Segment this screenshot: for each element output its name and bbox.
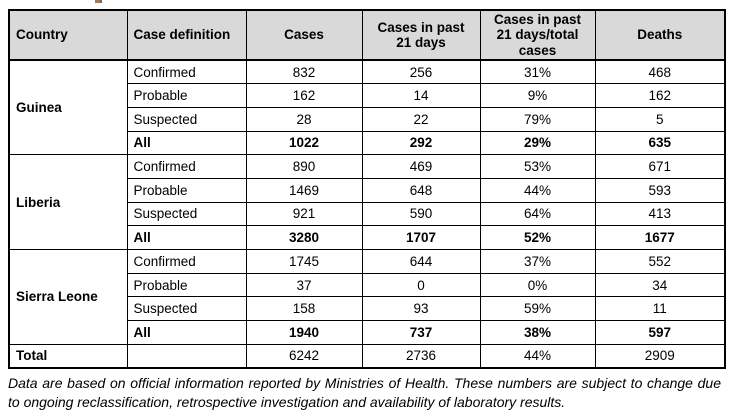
cases-past21-cell: 93 bbox=[361, 296, 481, 322]
case-definition-cell: Confirmed bbox=[126, 59, 247, 85]
table-row: Suspected 28 22 79% 5 bbox=[9, 106, 726, 132]
case-definition-cell: All bbox=[126, 130, 247, 156]
cases-cell: 1022 bbox=[245, 130, 363, 156]
col-header-pct-past21: Cases in past 21 days/total cases bbox=[479, 9, 596, 61]
deaths-cell: 162 bbox=[594, 83, 726, 108]
case-definition-cell: Suspected bbox=[126, 296, 247, 322]
cases-cell: 1940 bbox=[245, 320, 363, 345]
total-row: Total 6242 2736 44% 2909 bbox=[8, 343, 726, 369]
deaths-cell: 34 bbox=[594, 272, 726, 298]
pct-past21-cell: 31% bbox=[479, 59, 596, 85]
pct-past21-cell: 64% bbox=[479, 201, 596, 227]
cases-past21-cell: 14 bbox=[361, 83, 481, 108]
col-header-case-definition: Case definition bbox=[126, 9, 247, 61]
case-definition-cell: Probable bbox=[126, 272, 247, 298]
cases-past21-cell: 1707 bbox=[361, 225, 481, 250]
cases-cell: 921 bbox=[245, 201, 363, 227]
pct-past21-cell: 38% bbox=[479, 320, 596, 345]
cases-past21-cell: 590 bbox=[361, 201, 481, 227]
cases-past21-cell: 644 bbox=[361, 249, 481, 274]
total-cases-past21-cell: 2736 bbox=[361, 343, 481, 369]
pct-past21-cell: 44% bbox=[479, 177, 596, 203]
cases-past21-cell: 256 bbox=[361, 59, 481, 85]
deaths-cell: 468 bbox=[594, 59, 726, 85]
country-cell: Guinea bbox=[8, 59, 128, 156]
pct-past21-cell: 9% bbox=[479, 83, 596, 108]
pct-past21-cell: 53% bbox=[479, 154, 596, 179]
case-definition-cell: All bbox=[126, 320, 247, 345]
col-header-country: Country bbox=[8, 9, 128, 61]
pct-past21-cell: 0% bbox=[479, 272, 596, 298]
cases-cell: 162 bbox=[245, 83, 363, 108]
case-definition-cell: Suspected bbox=[126, 106, 247, 132]
deaths-cell: 11 bbox=[594, 296, 726, 322]
ebola-case-table: Country Case definition Cases Cases in p… bbox=[8, 9, 726, 369]
cases-past21-cell: 292 bbox=[361, 130, 481, 156]
deaths-cell: 413 bbox=[594, 201, 726, 227]
deaths-cell: 5 bbox=[594, 106, 726, 132]
cropped-text-artifact bbox=[95, 0, 102, 3]
case-definition-cell: Suspected bbox=[126, 201, 247, 227]
pct-past21-cell: 37% bbox=[479, 249, 596, 274]
cases-past21-cell: 737 bbox=[361, 320, 481, 345]
country-cell: Liberia bbox=[8, 154, 128, 250]
cases-past21-cell: 648 bbox=[361, 177, 481, 203]
col-header-cases: Cases bbox=[245, 9, 363, 61]
cases-past21-cell: 22 bbox=[361, 106, 481, 132]
cases-past21-cell: 0 bbox=[361, 272, 481, 298]
table-row: Suspected 158 93 59% 11 bbox=[9, 296, 726, 322]
cases-cell: 832 bbox=[245, 59, 363, 85]
footnote: Data are based on official information r… bbox=[8, 375, 721, 411]
total-cases-cell: 6242 bbox=[245, 343, 363, 369]
table-row: Sierra Leone Confirmed 1745 644 37% 552 bbox=[8, 249, 726, 345]
pct-past21-cell: 59% bbox=[479, 296, 596, 322]
pct-past21-cell: 29% bbox=[479, 130, 596, 156]
cases-cell: 37 bbox=[245, 272, 363, 298]
case-definition-cell: Probable bbox=[126, 83, 247, 108]
table-row-all: All 1940 737 38% 597 bbox=[9, 320, 726, 345]
cases-cell: 1745 bbox=[245, 249, 363, 274]
total-label-cell: Total bbox=[8, 343, 128, 369]
deaths-cell: 552 bbox=[594, 249, 726, 274]
table-row: Probable 162 14 9% 162 bbox=[9, 83, 726, 108]
table-row: Probable 37 0 0% 34 bbox=[9, 272, 726, 298]
total-deaths-cell: 2909 bbox=[594, 343, 726, 369]
cases-past21-cell: 469 bbox=[361, 154, 481, 179]
cases-cell: 158 bbox=[245, 296, 363, 322]
deaths-cell: 597 bbox=[594, 320, 726, 345]
table-row: Liberia Confirmed 890 469 53% 671 bbox=[8, 154, 726, 250]
table-row: Guinea Confirmed 832 256 31% 468 bbox=[8, 59, 726, 156]
cases-cell: 3280 bbox=[245, 225, 363, 250]
cases-cell: 890 bbox=[245, 154, 363, 179]
col-header-deaths: Deaths bbox=[594, 9, 726, 61]
total-definition-cell bbox=[126, 343, 247, 369]
country-cell: Sierra Leone bbox=[8, 249, 128, 345]
col-header-cases-past21: Cases in past 21 days bbox=[361, 9, 481, 61]
deaths-cell: 671 bbox=[594, 154, 726, 179]
case-definition-cell: Confirmed bbox=[126, 154, 247, 179]
cases-cell: 28 bbox=[245, 106, 363, 132]
pct-past21-cell: 52% bbox=[479, 225, 596, 250]
deaths-cell: 1677 bbox=[594, 225, 726, 250]
deaths-cell: 593 bbox=[594, 177, 726, 203]
deaths-cell: 635 bbox=[594, 130, 726, 156]
case-definition-cell: Confirmed bbox=[126, 249, 247, 274]
pct-past21-cell: 79% bbox=[479, 106, 596, 132]
total-pct-past21-cell: 44% bbox=[479, 343, 596, 369]
cases-cell: 1469 bbox=[245, 177, 363, 203]
case-definition-cell: Probable bbox=[126, 177, 247, 203]
table-row: Probable 1469 648 44% 593 bbox=[9, 177, 726, 203]
header-row: Country Case definition Cases Cases in p… bbox=[8, 9, 726, 61]
case-definition-cell: All bbox=[126, 225, 247, 250]
